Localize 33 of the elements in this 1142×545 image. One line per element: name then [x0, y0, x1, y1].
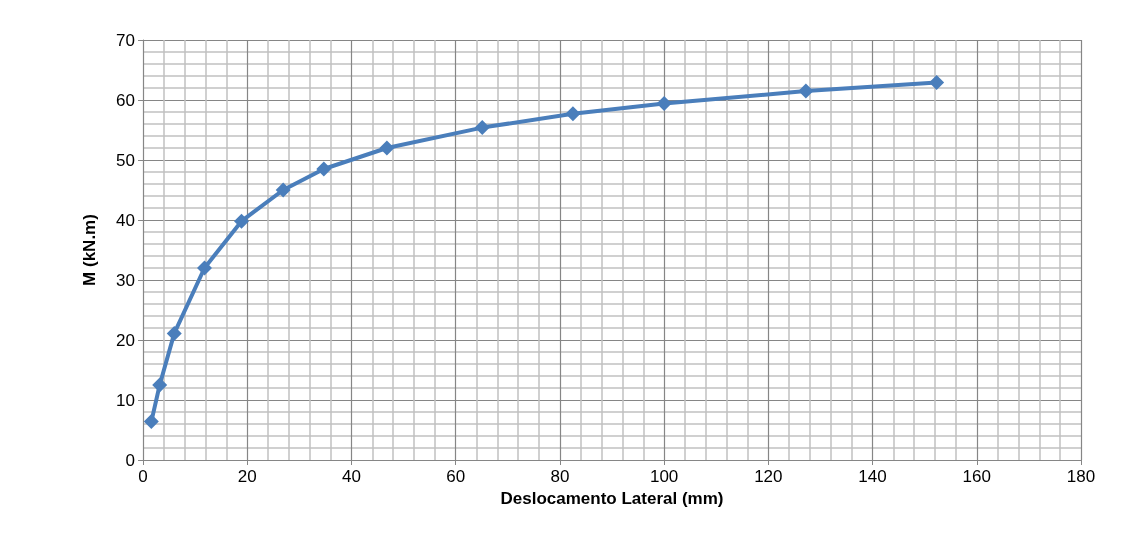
y-tick-label: 30 — [116, 270, 135, 290]
point — [196, 260, 212, 276]
y-tick-label: 0 — [125, 450, 135, 470]
x-axis-title: Deslocamento Lateral (mm) — [500, 489, 724, 508]
point — [166, 325, 182, 341]
x-tick-label: 0 — [138, 467, 148, 486]
point — [316, 161, 332, 177]
x-tick-label: 60 — [446, 467, 466, 486]
point — [798, 83, 814, 99]
x-tick-label: 40 — [341, 467, 361, 486]
x-tick-label: 80 — [550, 467, 570, 486]
point — [656, 96, 672, 112]
y-tick-label: 20 — [116, 330, 135, 350]
point — [152, 377, 168, 393]
point — [379, 140, 395, 156]
y-tick-label: 70 — [116, 30, 135, 50]
y-tick-label: 60 — [116, 90, 135, 110]
y-tick-label: 40 — [116, 210, 135, 230]
x-tick-label: 140 — [858, 467, 887, 486]
x-tick-label: 100 — [649, 467, 679, 486]
x-tick-label: 120 — [754, 467, 783, 486]
x-tick-label: 20 — [237, 467, 257, 486]
point — [233, 213, 249, 229]
y-tick-label: 10 — [116, 390, 135, 410]
point — [474, 120, 490, 136]
point — [929, 75, 945, 91]
point — [275, 182, 291, 198]
x-tick-label: 160 — [962, 467, 991, 486]
y-tick-label: 50 — [116, 150, 135, 170]
point — [143, 414, 159, 430]
y-axis-title: M (kN.m) — [80, 214, 99, 286]
point — [565, 106, 581, 122]
x-tick-label: 180 — [1066, 467, 1096, 486]
